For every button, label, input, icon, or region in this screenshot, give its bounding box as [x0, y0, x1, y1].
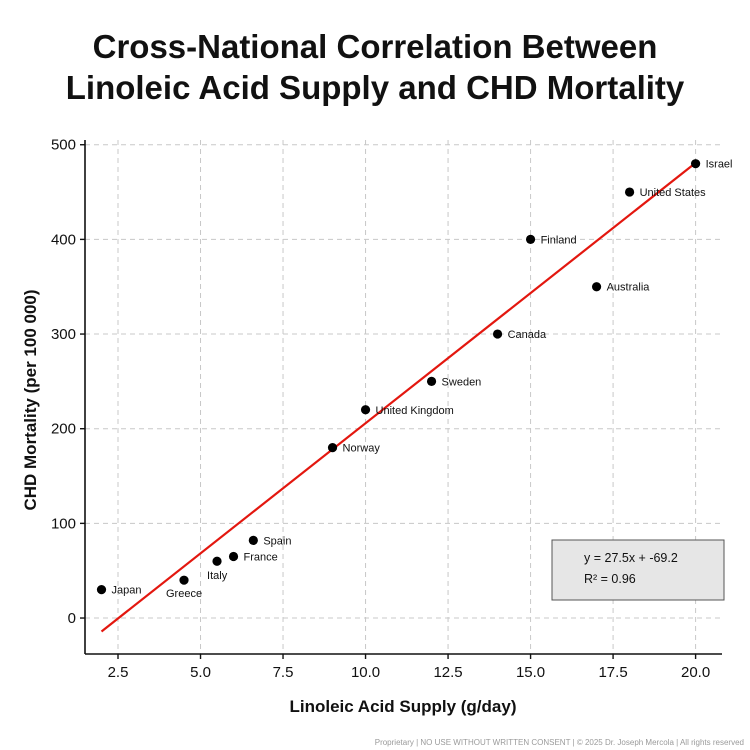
data-point: [591, 282, 602, 292]
regression-box-background: [551, 539, 725, 601]
y-tick-label: 500: [51, 137, 76, 154]
y-tick-label: 300: [51, 326, 76, 343]
point-label: Greece: [166, 588, 202, 600]
y-tick-label: 200: [51, 421, 76, 438]
data-points: [96, 159, 701, 595]
regression-equation: y = 27.5x + -69.2: [584, 551, 678, 565]
data-point: [96, 585, 107, 595]
chart-title-line-1: Cross-National Correlation Between: [92, 28, 658, 65]
data-point: [248, 535, 258, 546]
axes: 2.5 5.0 7.5 10.0 12.5 15.0 17.5 20.0 0 100 200 300 4…: [51, 137, 722, 681]
x-tick-label: 12.5: [433, 664, 462, 681]
x-tick-label: 10.0: [351, 664, 380, 681]
x-tick-label: 2.5: [108, 664, 129, 681]
point-label: Japan: [112, 585, 142, 597]
y-tick-label: 0: [68, 610, 76, 627]
data-point: [228, 551, 239, 562]
regression-line: [100, 162, 697, 633]
data-point: [624, 187, 635, 197]
data-point: [690, 159, 701, 169]
grid-lines: [85, 140, 722, 654]
chart-title: Cross-National Correlation Between Linol…: [0, 26, 750, 108]
y-tick-label: 100: [51, 515, 76, 532]
x-tick-label: 7.5: [273, 664, 294, 681]
y-tick-label: 400: [51, 231, 76, 248]
data-point: [492, 329, 503, 339]
x-tick-label: 5.0: [190, 664, 211, 681]
point-label: Sweden: [442, 376, 482, 388]
point-label: Italy: [207, 570, 228, 582]
point-label: Spain: [263, 535, 291, 547]
chart-title-line-2: Linoleic Acid Supply and CHD Mortality: [65, 69, 685, 106]
point-label: Finland: [541, 234, 577, 246]
point-label: Canada: [508, 329, 547, 341]
data-point: [426, 376, 437, 386]
data-point: [212, 556, 222, 566]
point-label: Australia: [607, 282, 651, 294]
trendline-group: [100, 162, 697, 633]
r-squared-value: R² = 0.96: [584, 572, 636, 586]
data-point: [179, 575, 189, 585]
x-axis-title: Linoleic Acid Supply (g/day): [289, 697, 516, 716]
point-label: France: [244, 552, 278, 564]
x-tick-label: 20.0: [681, 664, 710, 681]
point-labels: Japan Greece Italy France Spain Norway United …: [112, 159, 733, 601]
point-label: Israel: [706, 159, 733, 171]
x-tick-label: 17.5: [598, 664, 627, 681]
point-label: United States: [640, 187, 707, 199]
point-label: United Kingdom: [376, 405, 454, 417]
regression-box: y = 27.5x + -69.2 R² = 0.96: [551, 539, 725, 601]
y-axis-title: CHD Mortality (per 100 000): [21, 289, 40, 510]
data-point: [525, 234, 536, 244]
x-tick-label: 15.0: [516, 664, 545, 681]
point-label: Norway: [343, 443, 381, 455]
data-point: [360, 405, 371, 415]
data-point: [327, 443, 338, 453]
copyright-footer: Proprietary | NO USE WITHOUT WRITTEN CON…: [374, 738, 744, 747]
